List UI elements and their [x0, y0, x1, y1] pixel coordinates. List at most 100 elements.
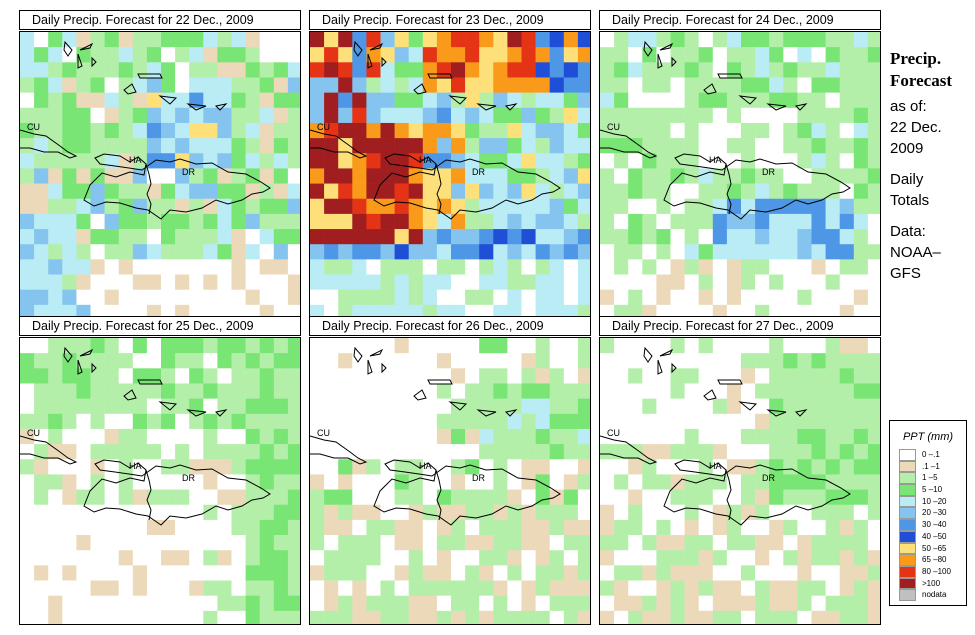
precip-cell: [104, 274, 119, 290]
precip-cell: [577, 535, 590, 551]
country-label-cu: CU: [607, 122, 620, 132]
precip-cell: [287, 47, 300, 63]
precip-cell: [465, 153, 480, 169]
precip-cell: [161, 77, 176, 93]
precip-cell: [684, 138, 699, 154]
precip-cell: [684, 383, 699, 399]
precip-cell: [797, 274, 812, 290]
precip-cell: [451, 47, 466, 63]
cuba-coastline: [20, 129, 78, 159]
precip-cell: [642, 92, 657, 109]
precip-cell: [408, 353, 424, 369]
precip-cell: [577, 444, 590, 460]
precip-cell: [535, 168, 550, 184]
precip-cell: [34, 368, 49, 384]
precip-cell: [521, 107, 536, 124]
precip-cell: [684, 122, 699, 139]
precip-cell: [324, 383, 339, 399]
precip-cell: [352, 244, 367, 260]
legend-swatch: [899, 554, 916, 566]
precip-cell: [90, 413, 105, 430]
precip-cell: [839, 535, 855, 551]
precip-cell: [656, 153, 671, 169]
precip-cell: [76, 259, 91, 275]
legend-swatch: [899, 507, 916, 520]
precip-cell: [614, 62, 629, 78]
precip-cell: [783, 398, 798, 415]
precip-cell: [161, 428, 176, 445]
precip-cell: [628, 459, 643, 475]
precip-cell: [755, 489, 770, 506]
precip-cell: [825, 459, 840, 475]
precip-cell: [273, 198, 289, 215]
precip-cell: [493, 229, 508, 245]
precip-cell: [132, 198, 148, 215]
precip-cell: [769, 474, 784, 490]
precip-cell: [839, 32, 855, 48]
precip-cell: [614, 107, 629, 124]
precip-cell: [175, 580, 190, 596]
precip-cell: [231, 183, 246, 200]
precip-cell: [465, 289, 480, 306]
precip-cell: [614, 504, 629, 521]
precip-cell: [451, 213, 466, 230]
precip-cell: [712, 77, 728, 93]
precip-cell: [656, 504, 671, 521]
precip-cell: [535, 274, 550, 290]
precip-cell: [20, 183, 35, 200]
precip-cell: [726, 32, 742, 48]
precip-cell: [189, 198, 204, 215]
precip-cell: [741, 383, 756, 399]
precip-cell: [698, 107, 714, 124]
precip-cell: [310, 535, 325, 551]
side-title-line2: Forecast: [890, 71, 952, 90]
precip-cell: [90, 62, 105, 78]
precip-cell: [118, 289, 134, 306]
precip-cell: [521, 444, 536, 460]
precip-cell: [231, 92, 246, 109]
precip-cell: [628, 580, 643, 596]
precip-cell: [656, 489, 671, 506]
precip-cell: [853, 92, 869, 109]
precip-cell: [825, 474, 840, 490]
precip-cell: [132, 398, 148, 415]
precip-cell: [825, 338, 840, 354]
precip-cell: [507, 244, 522, 260]
precip-cell: [287, 338, 300, 354]
precip-cell: [741, 353, 756, 369]
precip-cell: [380, 398, 395, 415]
precip-cell: [783, 62, 798, 78]
precip-cell: [479, 353, 494, 369]
precip-cell: [338, 274, 353, 290]
precip-cell: [62, 47, 77, 63]
precip-cell: [493, 92, 508, 109]
precip-cell: [670, 229, 685, 245]
precip-cell: [324, 398, 339, 415]
precip-cell: [783, 368, 798, 384]
precip-cell: [670, 47, 685, 63]
precip-cell: [797, 107, 812, 124]
precip-cell: [132, 474, 148, 490]
precip-cell: [867, 580, 880, 596]
precip-cell: [175, 428, 190, 445]
precip-cell: [310, 183, 325, 200]
precip-cell: [670, 213, 685, 230]
island-outline: [158, 401, 178, 411]
precip-cell: [563, 444, 579, 460]
precip-cell: [189, 274, 204, 290]
precip-cell: [217, 565, 232, 581]
precip-cell: [642, 580, 657, 596]
precip-cell: [783, 183, 798, 200]
precip-cell: [853, 47, 869, 63]
precip-cell: [465, 168, 480, 184]
precip-cell: [146, 565, 162, 581]
precip-cell: [90, 398, 105, 415]
precip-cell: [287, 213, 300, 230]
precip-cell: [656, 289, 671, 306]
precip-cell: [394, 398, 409, 415]
panel-title: Daily Precip. Forecast for 25 Dec., 2009: [19, 316, 301, 336]
precip-cell: [118, 138, 134, 154]
precip-cell: [217, 244, 232, 260]
precip-cell: [465, 535, 480, 551]
